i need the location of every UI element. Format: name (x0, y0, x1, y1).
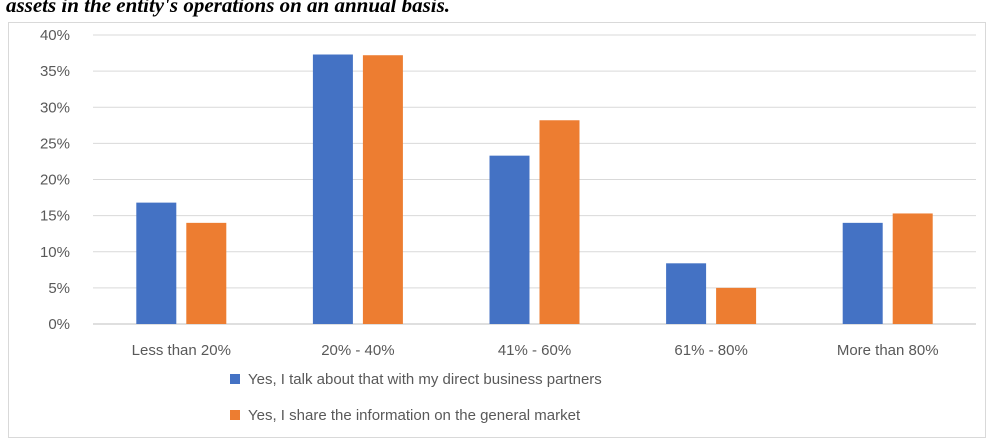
bar-series-2-4 (716, 287, 757, 324)
bar-series-1-3 (489, 155, 530, 324)
y-tick-label: 0% (48, 316, 70, 333)
legend-swatch-1 (230, 374, 240, 384)
legend-label-1: Yes, I talk about that with my direct bu… (248, 371, 602, 388)
x-category-label: 41% - 60% (498, 342, 571, 359)
y-tick-label: 15% (40, 208, 70, 225)
y-tick-label: 10% (40, 244, 70, 261)
chart-frame (8, 22, 986, 438)
bar-series-1-4 (666, 263, 707, 324)
y-tick-label: 20% (40, 172, 70, 189)
bar-series-2-2 (362, 55, 403, 324)
legend-label-2: Yes, I share the information on the gene… (248, 407, 581, 424)
chart-caption: assets in the entity's operations on an … (6, 0, 451, 17)
bar-series-1-5 (842, 222, 883, 324)
y-tick-label: 35% (40, 63, 70, 80)
y-tick-label: 40% (40, 27, 70, 44)
x-category-label: 61% - 80% (674, 342, 747, 359)
legend-swatch-2 (230, 410, 240, 420)
y-tick-label: 30% (40, 99, 70, 116)
x-category-label: 20% - 40% (321, 342, 394, 359)
y-tick-label: 25% (40, 135, 70, 152)
x-category-label: Less than 20% (132, 342, 231, 359)
y-tick-label: 5% (48, 280, 70, 297)
bar-series-1-2 (312, 54, 353, 324)
x-category-label: More than 80% (837, 342, 939, 359)
bar-series-2-5 (892, 213, 933, 324)
bar-series-2-3 (539, 120, 580, 324)
bar-series-2-1 (186, 222, 227, 324)
bar-series-1-1 (136, 202, 177, 324)
